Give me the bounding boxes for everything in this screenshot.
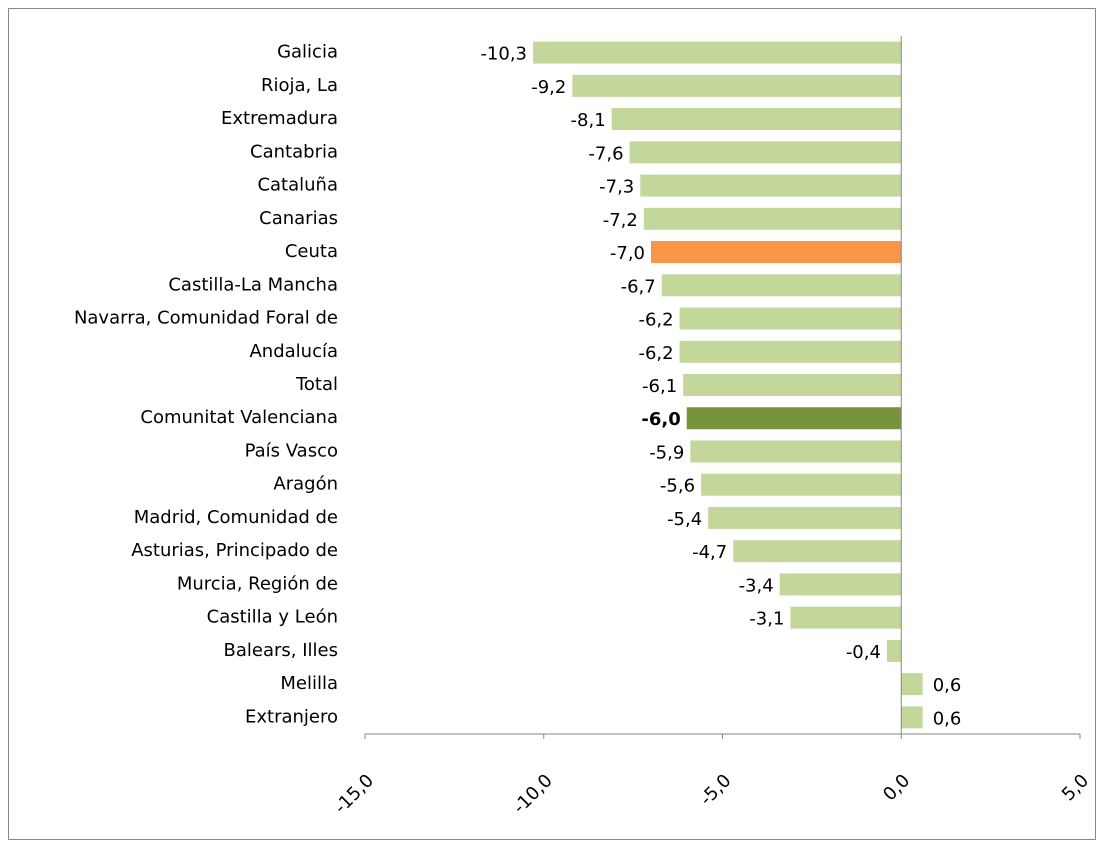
bar xyxy=(533,41,902,64)
y-tick-label: Balears, Illes xyxy=(224,640,338,661)
data-label: -6,0 xyxy=(641,409,680,430)
bar xyxy=(701,473,902,496)
y-tick-label: Galicia xyxy=(277,42,338,63)
bar xyxy=(690,440,902,463)
bar xyxy=(679,340,902,363)
bar xyxy=(686,407,902,430)
data-label: -7,0 xyxy=(610,243,645,264)
y-tick-label: Extranjero xyxy=(245,706,338,727)
y-tick-label: Melilla xyxy=(280,673,338,694)
data-label: -5,4 xyxy=(667,509,702,530)
bar xyxy=(640,174,902,197)
y-tick-label: Total xyxy=(295,374,338,395)
bar xyxy=(611,108,902,131)
bar xyxy=(886,639,902,662)
chart-border xyxy=(8,8,1096,840)
data-label: 0,6 xyxy=(933,675,962,696)
y-tick-label: Castilla-La Mancha xyxy=(168,274,338,295)
y-tick-label: Madrid, Comunidad de xyxy=(134,507,338,528)
data-label: -6,2 xyxy=(638,310,673,331)
data-label: -5,9 xyxy=(649,442,684,463)
data-label: -0,4 xyxy=(846,642,881,663)
bar xyxy=(661,274,902,297)
data-label: -9,2 xyxy=(531,77,566,98)
data-label: -6,2 xyxy=(638,343,673,364)
y-tick-label: Murcia, Región de xyxy=(177,573,338,594)
y-tick-label: Ceuta xyxy=(285,241,338,262)
bar xyxy=(643,207,902,230)
bar xyxy=(683,374,902,396)
y-tick-label: Rioja, La xyxy=(261,75,338,96)
y-tick-label: Canarias xyxy=(259,208,338,229)
y-tick-label: Comunitat Valenciana xyxy=(140,407,338,428)
data-label: -7,6 xyxy=(588,143,623,164)
bar xyxy=(790,606,902,629)
data-label: -8,1 xyxy=(571,110,606,131)
y-tick-label: País Vasco xyxy=(245,440,338,461)
bar xyxy=(733,540,902,563)
y-tick-label: Cataluña xyxy=(257,175,338,196)
bar xyxy=(629,141,902,164)
data-label: -3,1 xyxy=(749,609,784,630)
bar xyxy=(901,706,923,729)
bar xyxy=(901,673,923,696)
y-tick-label: Extremadura xyxy=(221,108,338,129)
data-label: -7,2 xyxy=(603,210,638,231)
y-tick-label: Andalucía xyxy=(249,341,338,362)
data-label: 0,6 xyxy=(933,708,962,729)
data-label: -4,7 xyxy=(692,542,727,563)
y-tick-label: Asturias, Principado de xyxy=(131,540,338,561)
data-label: -5,6 xyxy=(660,476,695,497)
bar xyxy=(572,74,902,97)
y-tick-label: Cantabria xyxy=(250,141,338,162)
bar xyxy=(779,573,902,596)
y-tick-label: Aragón xyxy=(273,474,338,495)
y-tick-label: Castilla y León xyxy=(207,607,338,628)
data-label: -3,4 xyxy=(739,575,774,596)
data-label: -6,1 xyxy=(642,376,677,397)
data-label: -6,7 xyxy=(621,276,656,297)
bar xyxy=(651,241,902,264)
y-tick-label: Navarra, Comunidad Foral de xyxy=(74,308,338,329)
data-label: -7,3 xyxy=(599,177,634,198)
bar xyxy=(679,307,902,330)
data-label: -10,3 xyxy=(480,44,527,65)
bar xyxy=(708,506,902,529)
